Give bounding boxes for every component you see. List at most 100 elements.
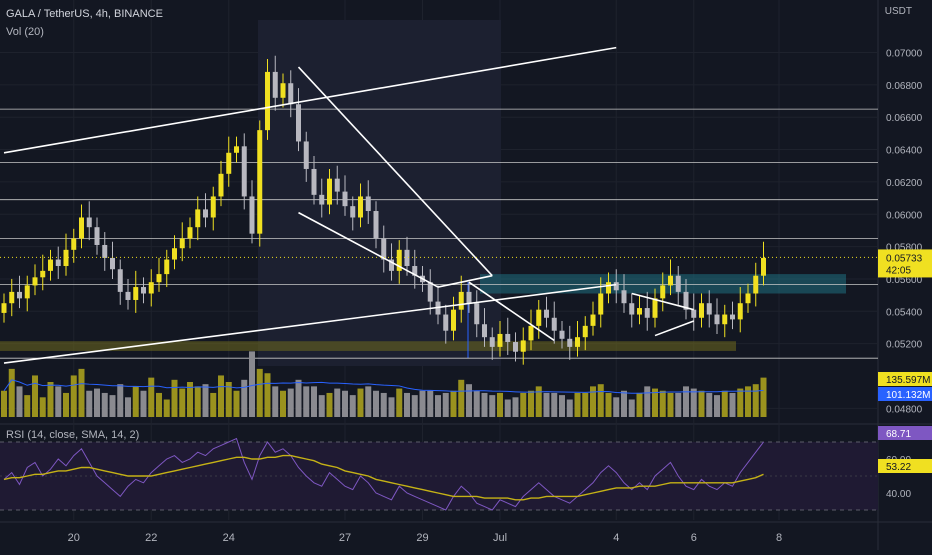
rsi-ma-value-label: 53.22 (886, 462, 911, 473)
volume-bar (264, 373, 271, 417)
volume-bar (334, 388, 341, 417)
volume-ma-badge (878, 387, 932, 401)
candle-body (156, 274, 162, 283)
falling-wedge-upper-line (297, 66, 493, 277)
volume-bar (466, 384, 472, 417)
candle-body (234, 146, 239, 153)
y-tick-label: 0.07000 (886, 49, 923, 60)
candle-body (683, 291, 689, 310)
candle-body (172, 248, 177, 260)
candle-body (722, 314, 728, 325)
rsi-indicator-label: RSI (14, close, SMA, 14, 2) (6, 429, 140, 441)
y-tick-label: 0.05800 (886, 243, 923, 254)
x-tick-label: 29 (416, 532, 428, 544)
volume-bar (101, 392, 108, 417)
volume-bar (109, 395, 116, 417)
volume-bar (78, 368, 85, 417)
volume-bar (225, 382, 232, 417)
candle-body (745, 293, 751, 304)
candle-body (590, 314, 596, 326)
candle-body (55, 259, 61, 267)
x-tick-label: 4 (613, 532, 619, 544)
candle-body (412, 266, 418, 276)
y-tick-label: 0.05600 (886, 275, 923, 286)
volume-bar (287, 388, 294, 417)
x-tick-label: 8 (776, 532, 782, 544)
volume-bar (256, 368, 263, 417)
candle-body (598, 293, 604, 315)
volume-bar (706, 392, 713, 417)
volume-bar (365, 386, 372, 417)
candle-body (71, 238, 77, 250)
volume-bar (326, 392, 333, 417)
candle-body (668, 275, 673, 286)
volume-bar (535, 386, 542, 417)
candle-body (164, 259, 170, 275)
volume-bar (636, 392, 643, 417)
volume-bar (427, 390, 434, 417)
candle-body (358, 196, 363, 218)
volume-bar (125, 397, 131, 417)
candle-body (536, 309, 542, 326)
volume-bar (202, 384, 209, 417)
candle-body (280, 83, 286, 98)
falling-wedge-lower-line (298, 211, 439, 288)
volume-bar (489, 395, 496, 417)
candle-body (203, 209, 208, 218)
y-tick-label: 0.05400 (886, 307, 923, 318)
candle-body (272, 71, 278, 98)
candle-body (303, 141, 309, 169)
volume-bar (94, 388, 100, 417)
volume-ma-line (3, 379, 764, 394)
candle-body (652, 298, 658, 318)
candle-body (613, 282, 619, 291)
symbol-title: GALA / TetherUS, 4h, BINANCE (6, 8, 163, 20)
rsi-series-line (3, 437, 764, 511)
rising-channel-lower-line (3, 283, 617, 364)
candle-body (63, 249, 69, 267)
volume-bar (481, 392, 488, 417)
candle-body (737, 303, 743, 320)
rsi-series-line (3, 454, 764, 501)
candle-body (699, 303, 704, 318)
volume-bar (551, 392, 558, 417)
rsi-tick-label: 40.00 (886, 489, 911, 500)
candle-body (567, 338, 573, 347)
rising-channel-upper-line (3, 46, 617, 154)
volume-bar (419, 390, 426, 417)
volume-bar (667, 392, 674, 417)
candle-body (730, 314, 735, 320)
candle-body (497, 333, 503, 347)
volume-bar (39, 397, 46, 417)
candle-body (48, 259, 53, 271)
volume-bar (148, 377, 155, 417)
candle-body (458, 291, 464, 310)
x-tick-label: 27 (339, 532, 351, 544)
volume-ma-value-label: 101.132M (886, 390, 930, 401)
candle-body (427, 282, 433, 302)
triangle-lower-line (654, 320, 695, 337)
volume-bar (559, 395, 565, 417)
volume-bar (396, 388, 403, 417)
volume-bar (566, 399, 573, 417)
volume-bar (241, 379, 248, 417)
candle-body (226, 152, 232, 174)
x-tick-label: 22 (145, 532, 157, 544)
volume-value-label: 135.597M (886, 375, 930, 386)
candle-body (675, 275, 681, 292)
volume-bar (442, 392, 449, 417)
volume-bar (24, 395, 31, 417)
candle-body (582, 325, 588, 338)
volume-bar (520, 392, 527, 417)
y-tick-label: 0.04800 (886, 404, 923, 415)
candle-body (102, 244, 108, 258)
candle-body (606, 282, 611, 294)
candle-body (218, 173, 224, 197)
x-tick-label: 20 (68, 532, 80, 544)
volume-bar (132, 386, 139, 417)
volume-bar (16, 386, 23, 417)
volume-bar (543, 392, 550, 417)
volume-bar (597, 384, 604, 417)
